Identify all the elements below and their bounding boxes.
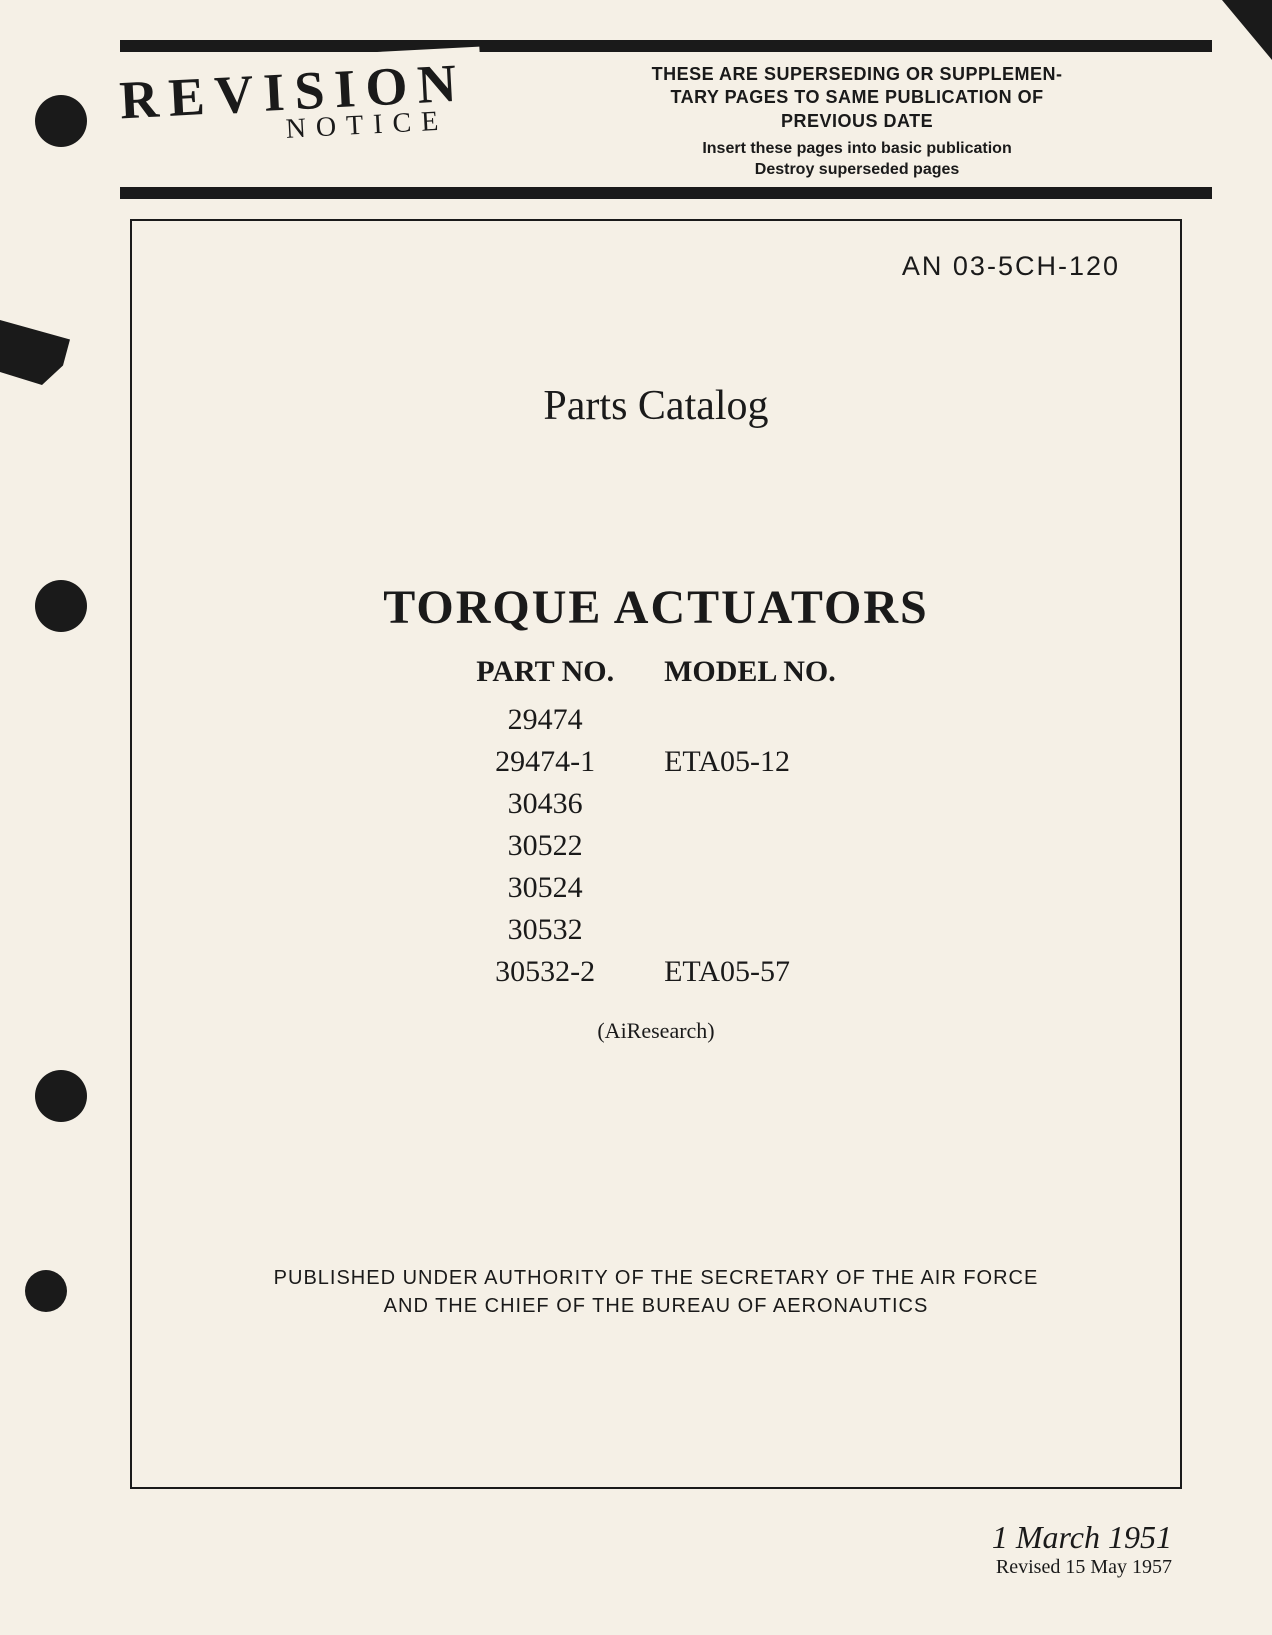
part-column-header: PART NO. xyxy=(476,655,614,689)
publication-date: 1 March 1951 xyxy=(120,1519,1172,1556)
part-number: 30532-2 xyxy=(476,951,614,993)
manufacturer-name: (AiResearch) xyxy=(182,1018,1130,1044)
revision-date: Revised 15 May 1957 xyxy=(120,1556,1172,1579)
revision-notice-box: REVISION NOTICE xyxy=(118,47,484,159)
catalog-title: Parts Catalog xyxy=(182,382,1130,430)
insert-line: Destroy superseded pages xyxy=(755,161,960,178)
punch-hole xyxy=(35,580,87,632)
main-content-box: AN 03-5CH-120 Parts Catalog TORQUE ACTUA… xyxy=(130,219,1182,1489)
header-bottom-bar xyxy=(120,187,1212,199)
model-number-column: MODEL NO. - ETA05-12 - - - - ETA05-57 xyxy=(664,655,836,993)
model-number: ETA05-57 xyxy=(664,951,836,993)
main-title: TORQUE ACTUATORS xyxy=(182,580,1130,635)
part-number-column: PART NO. 29474 29474-1 30436 30522 30524… xyxy=(476,655,614,993)
insert-line: Insert these pages into basic publicatio… xyxy=(702,140,1011,157)
header-top-bar xyxy=(120,40,1212,52)
supersede-line: PREVIOUS DATE xyxy=(781,111,933,131)
parts-table: PART NO. 29474 29474-1 30436 30522 30524… xyxy=(182,655,1130,993)
model-column-header: MODEL NO. xyxy=(664,655,836,689)
authority-line: AND THE CHIEF OF THE BUREAU OF AERONAUTI… xyxy=(384,1295,929,1317)
part-number: 30532 xyxy=(476,909,614,951)
punch-hole xyxy=(25,1270,67,1312)
header-right-text: THESE ARE SUPERSEDING OR SUPPLEMEN- TARY… xyxy=(482,58,1212,181)
header-content: REVISION NOTICE THESE ARE SUPERSEDING OR… xyxy=(120,58,1212,181)
authority-statement: PUBLISHED UNDER AUTHORITY OF THE SECRETA… xyxy=(182,1264,1130,1320)
supersede-line: TARY PAGES TO SAME PUBLICATION OF xyxy=(670,87,1043,107)
part-number: 30436 xyxy=(476,783,614,825)
part-number: 30522 xyxy=(476,825,614,867)
part-number: 29474 xyxy=(476,699,614,741)
insert-instructions: Insert these pages into basic publicatio… xyxy=(502,139,1212,181)
part-number: 29474-1 xyxy=(476,741,614,783)
date-footer: 1 March 1951 Revised 15 May 1957 xyxy=(120,1519,1172,1579)
header-section: REVISION NOTICE THESE ARE SUPERSEDING OR… xyxy=(120,40,1212,199)
supersede-line: THESE ARE SUPERSEDING OR SUPPLEMEN- xyxy=(652,64,1063,84)
supersede-text: THESE ARE SUPERSEDING OR SUPPLEMEN- TARY… xyxy=(502,63,1212,133)
an-document-number: AN 03-5CH-120 xyxy=(182,251,1120,282)
authority-line: PUBLISHED UNDER AUTHORITY OF THE SECRETA… xyxy=(274,1267,1039,1289)
document-page: REVISION NOTICE THESE ARE SUPERSEDING OR… xyxy=(0,0,1272,1635)
model-number: ETA05-12 xyxy=(664,741,836,783)
part-number: 30524 xyxy=(476,867,614,909)
paper-tear-mark xyxy=(0,320,70,385)
punch-hole xyxy=(35,95,87,147)
corner-decoration xyxy=(1222,0,1272,60)
punch-hole xyxy=(35,1070,87,1122)
